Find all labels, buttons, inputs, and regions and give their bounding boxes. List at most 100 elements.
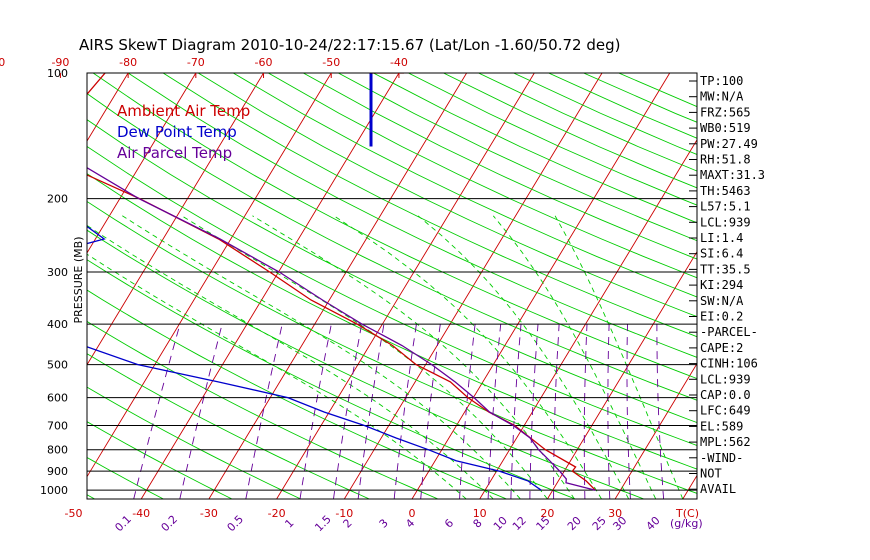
dry-adiabat-line — [87, 421, 233, 499]
isotherm-line — [87, 73, 264, 366]
dry-adiabat-line — [268, 73, 697, 279]
index-item: LCL:939 — [700, 372, 751, 386]
dry-adiabat-line — [232, 73, 697, 298]
bottom-tick-label: -50 — [65, 507, 83, 520]
pressure-tick-label: 300 — [47, 266, 68, 279]
dewpoint-temperature-line — [87, 225, 542, 491]
pressure-tick-label: 1000 — [40, 484, 68, 497]
dry-adiabat-line — [127, 73, 697, 358]
dry-adiabat-line — [87, 289, 507, 499]
bottom-tick-label: -40 — [132, 507, 150, 520]
index-item: LFC:649 — [700, 404, 751, 418]
pressure-tick-label: 900 — [47, 465, 68, 478]
dry-adiabat-line — [87, 320, 439, 499]
index-item: LCL:939 — [700, 215, 751, 229]
index-item: L57:5.1 — [700, 200, 751, 214]
mixing-ratio-line — [529, 324, 539, 499]
dry-adiabat-line — [443, 73, 697, 189]
isotherm-line — [751, 73, 870, 499]
mixing-ratio-line — [626, 324, 631, 499]
isotherm-line — [411, 73, 671, 499]
axis-layer: 1002003004005006007008009001000PRESSURE … — [0, 56, 703, 534]
moist-adiabat-line — [87, 253, 467, 499]
mixing-ratio-label: 6 — [442, 516, 456, 530]
dry-adiabat-line — [373, 73, 697, 224]
top-tick-label: -40 — [390, 56, 408, 69]
index-item: KI:294 — [700, 278, 743, 292]
isotherm-line — [276, 73, 535, 499]
mixing-ratio-label: 0.1 — [112, 513, 134, 535]
mixing-ratio-line — [607, 324, 611, 499]
moist-adiabat-line — [181, 215, 548, 499]
top-tick-label: -90 — [51, 56, 69, 69]
top-tick-label: -70 — [187, 56, 205, 69]
chart-title: AIRS SkewT Diagram 2010-10-24/22:17:15.6… — [79, 36, 620, 54]
bottom-tick-label: -20 — [268, 507, 286, 520]
index-item: LI:1.4 — [700, 231, 743, 245]
mixing-ratio-label: 3 — [377, 516, 391, 530]
isotherm-line — [140, 73, 400, 499]
dry-adiabat-line — [87, 200, 697, 494]
pressure-tick-label: 500 — [47, 359, 68, 372]
mixing-ratio-unit-label: (g/kg) — [670, 517, 703, 530]
index-item: MW:N/A — [700, 90, 744, 104]
dry-adiabat-line — [92, 73, 697, 380]
index-item: -PARCEL- — [700, 325, 758, 339]
mixing-ratio-line — [656, 324, 665, 499]
dry-adiabat-line — [338, 73, 697, 242]
index-item: MPL:562 — [700, 435, 751, 449]
moist-adiabat-line — [417, 215, 630, 499]
parcel-temperature-line — [87, 167, 596, 491]
isotherm-line — [479, 138, 697, 499]
isotherm-line — [818, 73, 870, 499]
moist-adiabat-line — [554, 215, 684, 499]
mixing-ratio-label: 10 — [491, 514, 510, 533]
pressure-tick-label: 700 — [47, 420, 68, 433]
index-item: CAP:0.0 — [700, 388, 751, 402]
mixing-ratio-line — [420, 324, 441, 499]
index-item: TP:100 — [700, 74, 743, 88]
series-layer — [87, 73, 596, 491]
pressure-tick-label: 400 — [47, 318, 68, 331]
dry-adiabat-line — [303, 73, 697, 260]
index-item: -WIND- — [700, 451, 743, 465]
index-item: MAXT:31.3 — [700, 168, 765, 182]
dry-adiabat-line — [513, 73, 697, 155]
isotherm-line — [87, 73, 129, 142]
dry-adiabat-line — [87, 173, 697, 470]
isotherm-line — [87, 73, 197, 254]
bottom-tick-label: -30 — [200, 507, 218, 520]
mixing-ratio-line — [333, 324, 363, 499]
legend-item-2: Dew Point Temp — [117, 123, 237, 141]
plot-frame — [86, 72, 698, 500]
mixing-ratio-label: 0.2 — [159, 513, 181, 535]
dry-adiabat-line — [87, 229, 645, 499]
isotherm-line — [0, 73, 60, 499]
isotherm-line — [547, 250, 697, 499]
bottom-tick-label: -10 — [335, 507, 353, 520]
dry-adiabat-line — [87, 119, 697, 424]
dry-adiabat-line — [87, 386, 301, 499]
dry-adiabat-line — [87, 259, 576, 499]
mixing-ratio-line — [459, 324, 476, 499]
bottom-tick-label: 0 — [409, 507, 416, 520]
top-tick-label: -100 — [0, 56, 5, 69]
bottom-tick-label: 10 — [473, 507, 487, 520]
dry-adiabat-line — [87, 145, 697, 446]
mixing-ratio-label: 1 — [282, 516, 296, 530]
mixing-ratio-line — [299, 324, 332, 499]
pressure-tick-label: 200 — [47, 193, 68, 206]
dry-adiabat-line — [197, 73, 697, 318]
index-item: FRZ:565 — [700, 105, 751, 119]
isotherm-line — [614, 362, 697, 499]
top-tick-label: -50 — [322, 56, 340, 69]
pressure-tick-label: 100 — [47, 67, 68, 80]
index-item: EL:589 — [700, 419, 743, 433]
index-item: PW:27.49 — [700, 137, 758, 151]
dry-adiabat-line — [408, 73, 697, 206]
mixing-ratio-line — [245, 324, 283, 499]
mixing-ratio-label: 12 — [510, 514, 529, 533]
dry-adiabat-line — [478, 73, 697, 172]
index-item: NOT — [700, 467, 722, 481]
